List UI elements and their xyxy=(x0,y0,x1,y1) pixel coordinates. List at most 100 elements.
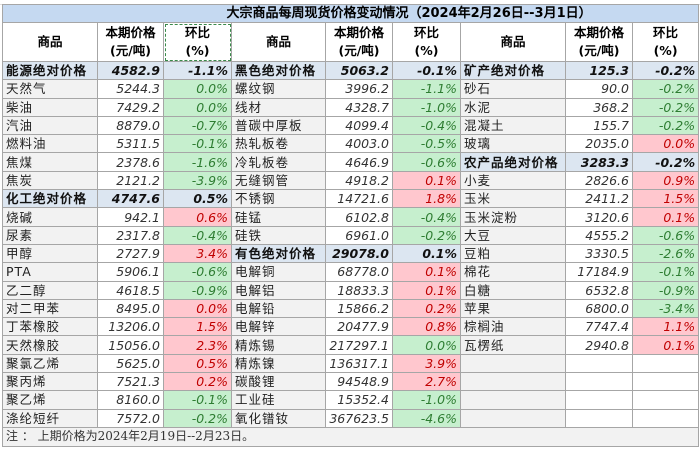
cell-name[interactable]: 氧化镨钕 xyxy=(231,408,326,428)
cell-name[interactable]: 能源绝对价格 xyxy=(2,60,98,81)
empty-cell[interactable] xyxy=(460,390,566,410)
cell-name[interactable]: 聚乙烯 xyxy=(2,390,98,410)
cell-name[interactable]: 硅锰 xyxy=(231,207,326,227)
cell-name[interactable]: 化工绝对价格 xyxy=(2,189,98,209)
cell-name[interactable]: 精炼锡 xyxy=(231,335,326,355)
cell-name[interactable]: 精炼镍 xyxy=(231,353,326,374)
cell-change[interactable]: 0.2% xyxy=(163,372,232,392)
cell-price[interactable]: 90.0 xyxy=(565,79,633,99)
cell-name[interactable]: 电解铜 xyxy=(231,262,326,282)
cell-change[interactable]: -1.0% xyxy=(392,97,461,117)
cell-price[interactable]: 3330.5 xyxy=(565,243,633,264)
cell-name[interactable]: 小麦 xyxy=(460,170,566,191)
cell-change[interactable]: -0.2% xyxy=(631,97,700,117)
cell-change[interactable]: -0.4% xyxy=(392,115,461,136)
cell-change[interactable]: 0.9% xyxy=(631,170,700,191)
cell-change[interactable]: -1.6% xyxy=(163,152,232,172)
cell-price[interactable]: 68778.0 xyxy=(325,262,393,282)
cell-price[interactable]: 7429.2 xyxy=(97,97,164,117)
cell-price[interactable]: 4646.9 xyxy=(325,152,393,172)
cell-price[interactable]: 4003.0 xyxy=(325,134,393,154)
cell-price[interactable]: 6532.8 xyxy=(565,280,633,300)
cell-change[interactable]: 0.1% xyxy=(631,207,700,227)
cell-price[interactable]: 5906.1 xyxy=(97,262,164,282)
cell-change[interactable]: -3.9% xyxy=(163,170,232,191)
cell-price[interactable]: 368.2 xyxy=(565,97,633,117)
cell-name[interactable]: 有色绝对价格 xyxy=(231,243,326,264)
empty-cell[interactable] xyxy=(460,408,566,428)
cell-price[interactable]: 6961.0 xyxy=(325,225,393,245)
cell-price[interactable]: 94548.9 xyxy=(325,372,393,392)
cell-name[interactable]: 矿产绝对价格 xyxy=(460,60,566,81)
header-price[interactable]: 本期价格 (元/吨) xyxy=(325,22,393,62)
cell-price[interactable]: 18833.3 xyxy=(325,280,393,300)
cell-name[interactable]: PTA xyxy=(2,262,98,282)
cell-name[interactable]: 水泥 xyxy=(460,97,566,117)
cell-price[interactable]: 8879.0 xyxy=(97,115,164,136)
cell-name[interactable]: 电解铝 xyxy=(231,280,326,300)
cell-change[interactable]: 0.0% xyxy=(163,97,232,117)
cell-price[interactable]: 2826.6 xyxy=(565,170,633,191)
empty-cell[interactable] xyxy=(460,353,566,374)
footnote[interactable]: 注 ： 上期价格为2024年2月19日--2月23日。 xyxy=(1,426,700,447)
cell-name[interactable]: 普碳中厚板 xyxy=(231,115,326,136)
cell-change[interactable]: 0.0% xyxy=(163,298,232,319)
cell-change[interactable]: 0.6% xyxy=(163,207,232,227)
table-title[interactable]: 大宗商品每周现货价格变动情况（2024年2月26日--3月1日） xyxy=(1,4,700,23)
cell-price[interactable]: 20477.9 xyxy=(325,317,393,337)
header-name[interactable]: 商品 xyxy=(231,22,326,62)
cell-price[interactable]: 3996.2 xyxy=(325,79,393,99)
cell-change[interactable]: -0.1% xyxy=(163,134,232,154)
cell-name[interactable]: 乙二醇 xyxy=(2,280,98,300)
cell-change[interactable]: -0.1% xyxy=(163,390,232,410)
cell-change[interactable]: -0.9% xyxy=(163,280,232,300)
cell-price[interactable]: 29078.0 xyxy=(325,243,393,264)
cell-change[interactable]: 0.1% xyxy=(631,335,700,355)
cell-name[interactable]: 黑色绝对价格 xyxy=(231,60,326,81)
cell-name[interactable]: 无缝钢管 xyxy=(231,170,326,191)
cell-name[interactable]: 不锈钢 xyxy=(231,189,326,209)
cell-price[interactable]: 2727.9 xyxy=(97,243,164,264)
cell-price[interactable]: 2411.2 xyxy=(565,189,633,209)
header-change[interactable]: 环比 (%) xyxy=(163,22,232,62)
cell-price[interactable]: 14721.6 xyxy=(325,189,393,209)
cell-price[interactable]: 7747.4 xyxy=(565,317,633,337)
cell-name[interactable]: 柴油 xyxy=(2,97,98,117)
cell-price[interactable]: 7521.3 xyxy=(97,372,164,392)
cell-name[interactable]: 农产品绝对价格 xyxy=(460,152,566,172)
empty-cell[interactable] xyxy=(460,372,566,392)
cell-change[interactable]: -1.1% xyxy=(392,79,461,99)
cell-price[interactable]: 367623.5 xyxy=(325,408,393,428)
header-price[interactable]: 本期价格 (元/吨) xyxy=(97,22,164,62)
cell-change[interactable]: -0.2% xyxy=(631,60,700,81)
header-name[interactable]: 商品 xyxy=(2,22,98,62)
cell-price[interactable]: 4747.6 xyxy=(97,189,164,209)
cell-name[interactable]: 混凝土 xyxy=(460,115,566,136)
cell-change[interactable]: 2.3% xyxy=(163,335,232,355)
cell-name[interactable]: 涤纶短纤 xyxy=(2,408,98,428)
cell-name[interactable]: 电解铅 xyxy=(231,298,326,319)
empty-cell[interactable] xyxy=(631,390,700,410)
empty-cell[interactable] xyxy=(565,390,633,410)
cell-price[interactable]: 5625.0 xyxy=(97,353,164,374)
cell-change[interactable]: -4.6% xyxy=(392,408,461,428)
cell-price[interactable]: 4555.2 xyxy=(565,225,633,245)
cell-change[interactable]: 2.7% xyxy=(392,372,461,392)
cell-price[interactable]: 8495.0 xyxy=(97,298,164,319)
cell-change[interactable]: -1.1% xyxy=(163,60,232,81)
cell-change[interactable]: -0.9% xyxy=(631,280,700,300)
cell-price[interactable]: 217297.1 xyxy=(325,335,393,355)
cell-name[interactable]: 甲醇 xyxy=(2,243,98,264)
cell-change[interactable]: 1.1% xyxy=(631,317,700,337)
cell-price[interactable]: 5244.3 xyxy=(97,79,164,99)
cell-change[interactable]: 1.5% xyxy=(163,317,232,337)
cell-name[interactable]: 冷轧板卷 xyxy=(231,152,326,172)
cell-name[interactable]: 线材 xyxy=(231,97,326,117)
cell-price[interactable]: 942.1 xyxy=(97,207,164,227)
cell-price[interactable]: 5311.5 xyxy=(97,134,164,154)
cell-change[interactable]: 0.1% xyxy=(392,243,461,264)
cell-name[interactable]: 瓦楞纸 xyxy=(460,335,566,355)
cell-change[interactable]: 0.5% xyxy=(163,353,232,374)
cell-name[interactable]: 砂石 xyxy=(460,79,566,99)
empty-cell[interactable] xyxy=(565,372,633,392)
